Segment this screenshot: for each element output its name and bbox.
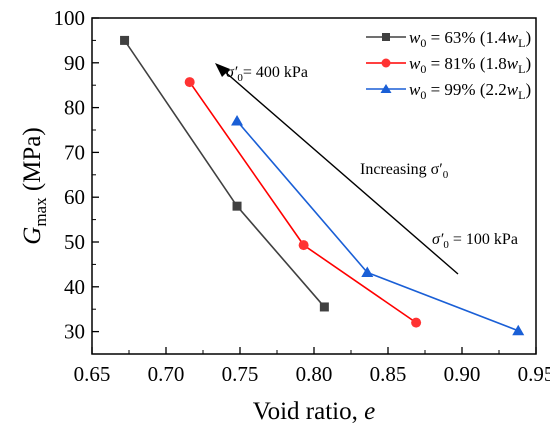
y-tick-label: 40 [64, 275, 85, 299]
legend-item-63: w0 = 63% (1.4wL) [366, 28, 531, 50]
legend: w0 = 63% (1.4wL) w0 = 81% (1.8wL) w0 = 9… [366, 28, 531, 102]
x-axis-title: Void ratio, e [253, 398, 375, 425]
y-tick-label: 90 [64, 51, 85, 75]
data-point [512, 324, 525, 336]
x-tick-label: 0.95 [518, 362, 550, 386]
data-point [361, 266, 374, 277]
y-axis-title-sub: max [31, 197, 50, 227]
trend-arrow-head [215, 63, 230, 77]
legend-label-81: w0 = 81% (1.8wL) [409, 54, 531, 76]
y-axis-title-rest: (MPa) [19, 127, 46, 197]
legend-marker-63 [382, 33, 390, 41]
y-tick-label: 100 [54, 6, 86, 30]
x-tick-label: 0.85 [370, 362, 407, 386]
x-tick-label: 0.65 [74, 362, 111, 386]
data-point [184, 77, 195, 88]
legend-item-81: w0 = 81% (1.8wL) [366, 54, 531, 76]
trend-arrow-shaft [223, 70, 459, 275]
annotation-sigma-100: σ′0 = 100 kPa [432, 231, 518, 251]
x-axis-title-var: e [364, 398, 375, 425]
legend-marker-81 [381, 58, 391, 68]
x-tick-label: 0.80 [296, 362, 333, 386]
legend-label-99: w0 = 99% (2.2wL) [409, 80, 531, 102]
x-tick-label: 0.90 [444, 362, 481, 386]
data-point [298, 240, 309, 251]
legend-marker-99 [380, 84, 392, 93]
data-point [319, 302, 329, 312]
annotation-increasing: Increasing σ′0 [360, 161, 449, 181]
x-axis-title-main: Void ratio, [253, 398, 364, 425]
y-tick-label: 60 [64, 185, 85, 209]
annotation-sigma-400: σ′0= 400 kPa [226, 64, 308, 84]
plot-frame [91, 17, 537, 355]
x-tick-label: 0.75 [222, 362, 259, 386]
legend-item-99: w0 = 99% (2.2wL) [366, 80, 531, 102]
y-axis-title-var: G [19, 227, 46, 245]
y-axis-title: Gmax (MPa) [19, 127, 50, 244]
series-layer [120, 35, 525, 336]
y-tick-label: 70 [64, 140, 85, 164]
data-point [232, 201, 242, 211]
legend-label-63: w0 = 63% (1.4wL) [409, 28, 531, 50]
data-point [120, 35, 130, 45]
x-tick-label: 0.70 [148, 362, 185, 386]
data-point [231, 115, 244, 126]
tick-labels: 0.65 0.70 0.75 0.80 0.85 0.90 0.95 30 40 50 60 70 80… [54, 6, 550, 386]
trend-arrow [215, 63, 459, 275]
y-tick-label: 50 [64, 230, 85, 254]
y-tick-label: 30 [64, 320, 85, 344]
data-point [411, 317, 422, 328]
y-tick-label: 80 [64, 96, 85, 120]
